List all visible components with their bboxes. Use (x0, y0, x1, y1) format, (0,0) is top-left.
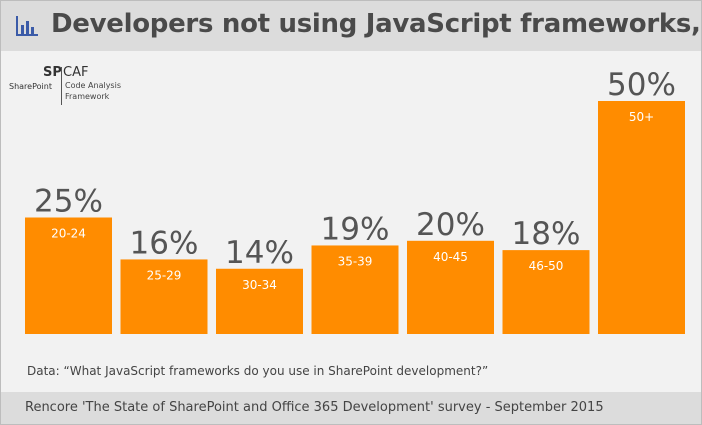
value-label: 19% (321, 211, 390, 247)
category-label: 50+ (629, 110, 654, 124)
value-label: 50% (607, 67, 676, 103)
bar-40-45 (407, 240, 494, 334)
logo-subtitle-line2: Framework (65, 92, 110, 101)
value-label: 16% (130, 225, 199, 261)
category-label: 30-34 (242, 278, 277, 292)
bar-35-39 (311, 245, 399, 334)
bar-chart-icon (16, 16, 38, 36)
chart-title: Developers not using JavaScript framewor… (51, 9, 701, 39)
logo-sharepoint-text: SharePoint (9, 82, 52, 91)
source-text: Rencore 'The State of SharePoint and Off… (25, 400, 604, 415)
header-bar: Developers not using JavaScript framewor… (1, 1, 701, 51)
value-label: 20% (416, 207, 485, 243)
value-label: 18% (512, 216, 581, 252)
category-label: 46-50 (529, 259, 564, 273)
value-label: 25% (34, 184, 103, 220)
category-label: 35-39 (338, 254, 373, 268)
category-label: 40-45 (433, 250, 468, 264)
bar-30-34 (216, 268, 303, 334)
bar-25-29 (120, 259, 208, 334)
bar-chart: 20-24 25% 25-29 16% 30-34 14% 35-39 19% 40-45 20%… (25, 67, 685, 334)
value-label: 14% (225, 235, 294, 271)
logo-subtitle-line1: Code Analysis (65, 81, 121, 90)
bar-20-24 (25, 217, 112, 334)
footer-bar: Rencore 'The State of SharePoint and Off… (1, 392, 701, 424)
category-label: 25-29 (147, 268, 182, 282)
data-footnote: Data: “What JavaScript frameworks do you… (27, 364, 489, 378)
logo-sp-text: SP (43, 65, 62, 80)
logo-divider (61, 67, 62, 105)
category-label: 20-24 (51, 227, 86, 241)
logo-caf-text: CAF (63, 65, 89, 80)
spcaf-logo: SP CAF SharePoint Code Analysis Framewor… (9, 65, 149, 109)
bar-50+ (598, 101, 685, 334)
bar-46-50 (502, 250, 590, 334)
